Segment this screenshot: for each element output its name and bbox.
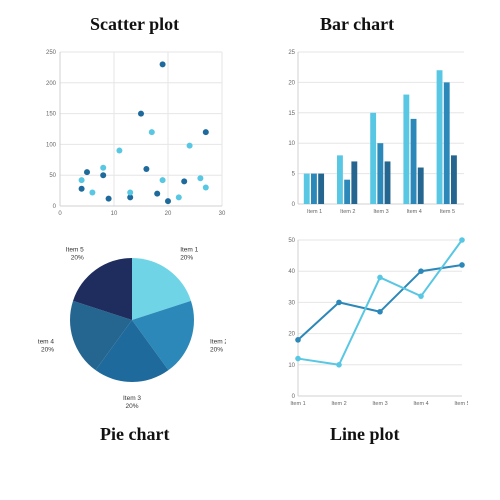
- svg-text:100: 100: [46, 142, 57, 148]
- line-point: [377, 309, 383, 315]
- bar: [437, 70, 443, 204]
- svg-text:20: 20: [288, 332, 295, 338]
- scatter-point: [165, 198, 171, 204]
- svg-text:20%: 20%: [180, 255, 193, 262]
- pie-chart: Item 120%Item 220%Item 320%Item 420%Item…: [38, 236, 226, 412]
- scatter-point: [116, 148, 122, 154]
- svg-text:Item 5: Item 5: [66, 247, 84, 254]
- svg-text:Item 4: Item 4: [413, 401, 428, 407]
- svg-text:0: 0: [53, 204, 57, 210]
- svg-text:Item 2: Item 2: [331, 401, 346, 407]
- bar: [451, 155, 457, 204]
- scatter-point: [149, 129, 155, 135]
- bar: [337, 155, 343, 204]
- svg-text:Item 2: Item 2: [210, 338, 226, 345]
- svg-text:20: 20: [288, 80, 295, 86]
- svg-text:200: 200: [46, 81, 57, 87]
- scatter-point: [176, 194, 182, 200]
- line-point: [418, 268, 424, 274]
- scatter-point: [138, 111, 144, 117]
- svg-text:Item 3: Item 3: [373, 209, 388, 215]
- svg-text:20%: 20%: [71, 255, 84, 262]
- scatter-point: [79, 177, 85, 183]
- line-point: [336, 300, 342, 306]
- bar: [351, 161, 357, 204]
- svg-text:20%: 20%: [210, 346, 223, 353]
- bar: [403, 95, 409, 204]
- bar: [344, 180, 350, 204]
- scatter-point: [106, 196, 112, 202]
- svg-text:250: 250: [46, 50, 57, 56]
- svg-text:20%: 20%: [41, 346, 54, 353]
- scatter-title: Scatter plot: [90, 14, 179, 35]
- svg-text:Item 4: Item 4: [407, 209, 422, 215]
- svg-text:Item 3: Item 3: [123, 395, 141, 402]
- svg-text:Item 5: Item 5: [454, 401, 468, 407]
- svg-text:50: 50: [49, 173, 56, 179]
- line-point: [336, 362, 342, 368]
- svg-text:10: 10: [288, 363, 295, 369]
- scatter-point: [143, 166, 149, 172]
- scatter-point: [203, 129, 209, 135]
- svg-text:0: 0: [292, 202, 296, 208]
- bar: [444, 82, 450, 204]
- line-point: [418, 293, 424, 299]
- bar: [311, 174, 317, 204]
- svg-text:15: 15: [288, 111, 295, 117]
- bar: [385, 161, 391, 204]
- line-point: [295, 337, 301, 343]
- line-plot: 0 10 20 30 40 50 Item 1 Item 2 Item 3 Item 4 Item …: [280, 236, 468, 412]
- svg-text:30: 30: [288, 300, 295, 306]
- scatter-point: [84, 169, 90, 175]
- svg-text:10: 10: [111, 211, 118, 217]
- svg-text:Item 1: Item 1: [180, 247, 198, 254]
- svg-text:0: 0: [58, 211, 62, 217]
- bar: [377, 143, 383, 204]
- bar: [411, 119, 417, 204]
- scatter-point: [154, 191, 160, 197]
- line-title: Line plot: [330, 424, 400, 445]
- scatter-point: [127, 189, 133, 195]
- bar: [370, 113, 376, 204]
- line-point: [377, 275, 383, 281]
- svg-text:25: 25: [288, 50, 295, 56]
- scatter-point: [160, 61, 166, 67]
- svg-text:Item 4: Item 4: [38, 338, 54, 345]
- line-point: [459, 237, 465, 243]
- svg-text:Item 3: Item 3: [372, 401, 387, 407]
- svg-text:5: 5: [292, 172, 296, 178]
- bar-chart: 0 5 10 15 20 25 Item 1 Item 2 Item 3 Item 4 Item 5: [280, 48, 468, 220]
- svg-text:Item 5: Item 5: [440, 209, 455, 215]
- pie-title: Pie chart: [100, 424, 169, 445]
- svg-text:Item 2: Item 2: [340, 209, 355, 215]
- svg-text:150: 150: [46, 112, 57, 118]
- svg-text:30: 30: [219, 211, 226, 217]
- svg-text:40: 40: [288, 269, 295, 275]
- svg-text:20%: 20%: [125, 403, 138, 410]
- line-point: [295, 356, 301, 362]
- scatter-plot: 0 50 100 150 200 250 0 10 20 30: [38, 48, 226, 220]
- svg-text:0: 0: [292, 394, 296, 400]
- bar: [318, 174, 324, 204]
- svg-text:Item 1: Item 1: [290, 401, 305, 407]
- scatter-point: [197, 175, 203, 181]
- scatter-point: [100, 165, 106, 171]
- scatter-point: [79, 186, 85, 192]
- scatter-point: [89, 189, 95, 195]
- bar-title: Bar chart: [320, 14, 394, 35]
- svg-text:Item 1: Item 1: [307, 209, 322, 215]
- scatter-point: [187, 143, 193, 149]
- bar: [418, 168, 424, 204]
- svg-text:20: 20: [165, 211, 172, 217]
- svg-text:50: 50: [288, 238, 295, 244]
- svg-text:10: 10: [288, 141, 295, 147]
- scatter-point: [181, 178, 187, 184]
- scatter-point: [100, 172, 106, 178]
- line-point: [459, 262, 465, 268]
- scatter-point: [160, 177, 166, 183]
- bar: [304, 174, 310, 204]
- scatter-point: [203, 185, 209, 191]
